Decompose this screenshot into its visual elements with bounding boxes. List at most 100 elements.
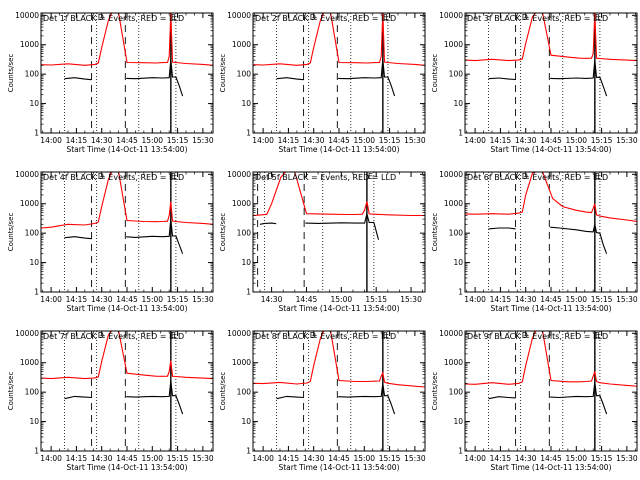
x-tick-label: 14:30: [515, 295, 537, 304]
plot-frame: [252, 12, 426, 134]
y-tick-label: 1: [246, 447, 251, 456]
x-tick-label: 14:00: [252, 454, 274, 463]
panel-title: Det 3f BLACK = Events, RED = LLD: [467, 14, 608, 23]
time-marker-label: E: [171, 13, 176, 22]
y-tick-label: 10: [453, 99, 463, 108]
y-tick-label: 10000: [439, 329, 463, 338]
events-series-line: [64, 380, 184, 415]
y-tick-label: 10000: [439, 11, 463, 20]
y-axis-label: Counts/sec: [431, 372, 439, 411]
x-tick-label: 14:15: [490, 295, 512, 304]
panel-title: Det 9f BLACK = Events, RED = LLD: [467, 332, 608, 341]
x-tick-label: 14:30: [303, 454, 325, 463]
x-tick-label: 15:00: [331, 295, 353, 304]
time-marker-label: D: [522, 13, 528, 22]
x-axis-label: Start Time (14-Oct-11 13:54:00): [490, 304, 611, 313]
x-tick-label: 15:15: [591, 454, 613, 463]
x-tick-label: 15:15: [591, 136, 613, 145]
time-marker-label: E: [171, 172, 176, 181]
x-tick-label: 15:00: [141, 454, 163, 463]
y-tick-label: 10000: [227, 11, 251, 20]
x-tick-label: 15:30: [404, 454, 426, 463]
panel-title: Det 1f BLACK = Events, RED = LLD: [43, 14, 184, 23]
x-tick-label: 14:30: [261, 295, 283, 304]
time-marker-label: D: [98, 172, 104, 181]
y-tick-label: 1000: [232, 199, 251, 208]
x-tick-label: 15:15: [591, 295, 613, 304]
y-tick-label: 10: [453, 417, 463, 426]
y-tick-label: 10000: [15, 170, 39, 179]
x-tick-label: 14:45: [296, 295, 318, 304]
y-tick-label: 10: [453, 258, 463, 267]
x-tick-label: 14:45: [540, 136, 562, 145]
y-tick-label: 100: [237, 388, 252, 397]
y-axis-label: Counts/sec: [7, 213, 15, 252]
x-tick-label: 14:30: [515, 454, 537, 463]
lld-series-line: [464, 330, 638, 387]
x-tick-label: 15:15: [167, 454, 189, 463]
x-tick-label: 14:30: [91, 295, 113, 304]
x-tick-label: 15:00: [565, 295, 587, 304]
detector-panel: D E 1 10 100 1000 10000 14:30 14:45 15:00 15:15 15:…: [219, 170, 426, 313]
x-tick-label: 15:30: [404, 136, 426, 145]
time-marker-label: E: [595, 331, 600, 340]
y-tick-label: 1000: [20, 40, 39, 49]
panel-title: Det 5f BLACK = Events, RED = LLD: [255, 173, 396, 182]
x-tick-label: 14:00: [464, 295, 486, 304]
x-tick-label: 15:30: [616, 454, 638, 463]
x-tick-label: 15:30: [192, 295, 214, 304]
y-tick-label: 100: [449, 70, 464, 79]
y-tick-label: 1000: [444, 199, 463, 208]
x-axis-label: Start Time (14-Oct-11 13:54:00): [278, 145, 399, 154]
events-series-line: [64, 219, 184, 254]
y-tick-label: 1: [458, 129, 463, 138]
y-axis-label: Counts/sec: [7, 372, 15, 411]
y-tick-label: 10: [29, 258, 39, 267]
x-tick-label: 14:45: [116, 136, 138, 145]
x-tick-label: 15:15: [167, 295, 189, 304]
events-series-line: [488, 224, 608, 254]
lld-series-line: [252, 12, 426, 66]
plot-frame: [40, 12, 214, 134]
lld-series-line: [40, 12, 214, 66]
lld-series-line: [252, 171, 425, 217]
x-axis-label: Start Time (14-Oct-11 13:54:00): [278, 463, 399, 472]
y-tick-label: 1: [458, 447, 463, 456]
y-tick-label: 10000: [227, 170, 251, 179]
events-series-line: [488, 60, 608, 97]
x-tick-label: 14:15: [490, 454, 512, 463]
x-tick-label: 15:15: [167, 136, 189, 145]
panel-title: Det 8f BLACK = Events, RED = LLD: [255, 332, 396, 341]
x-tick-label: 14:00: [40, 136, 62, 145]
x-tick-label: 15:15: [379, 454, 401, 463]
time-marker-label: E: [368, 172, 373, 181]
plot-frame: [464, 330, 638, 452]
events-series-line: [259, 211, 380, 240]
time-marker-label: D: [522, 172, 528, 181]
lld-series-line: [464, 12, 638, 62]
y-axis-label: Counts/sec: [431, 213, 439, 252]
y-tick-label: 10: [241, 417, 251, 426]
time-marker-label: D: [98, 13, 104, 22]
panel-title: Det 7f BLACK = Events, RED = LLD: [43, 332, 184, 341]
events-series-line: [276, 59, 396, 97]
x-tick-label: 14:30: [515, 136, 537, 145]
time-marker-label: E: [383, 13, 388, 22]
x-axis-label: Start Time (14-Oct-11 13:54:00): [66, 145, 187, 154]
y-tick-label: 100: [449, 388, 464, 397]
y-axis-label: Counts/sec: [219, 54, 227, 93]
y-tick-label: 10000: [439, 170, 463, 179]
x-tick-label: 15:15: [379, 136, 401, 145]
x-tick-label: 14:15: [490, 136, 512, 145]
time-marker-label: E: [383, 331, 388, 340]
time-marker-label: D: [310, 331, 316, 340]
panel-title: Det 4f BLACK = Events, RED = LLD: [43, 173, 184, 182]
x-axis-label: Start Time (14-Oct-11 13:54:00): [66, 463, 187, 472]
x-tick-label: 14:00: [464, 454, 486, 463]
plot-frame: [40, 171, 214, 293]
y-tick-label: 100: [25, 229, 40, 238]
